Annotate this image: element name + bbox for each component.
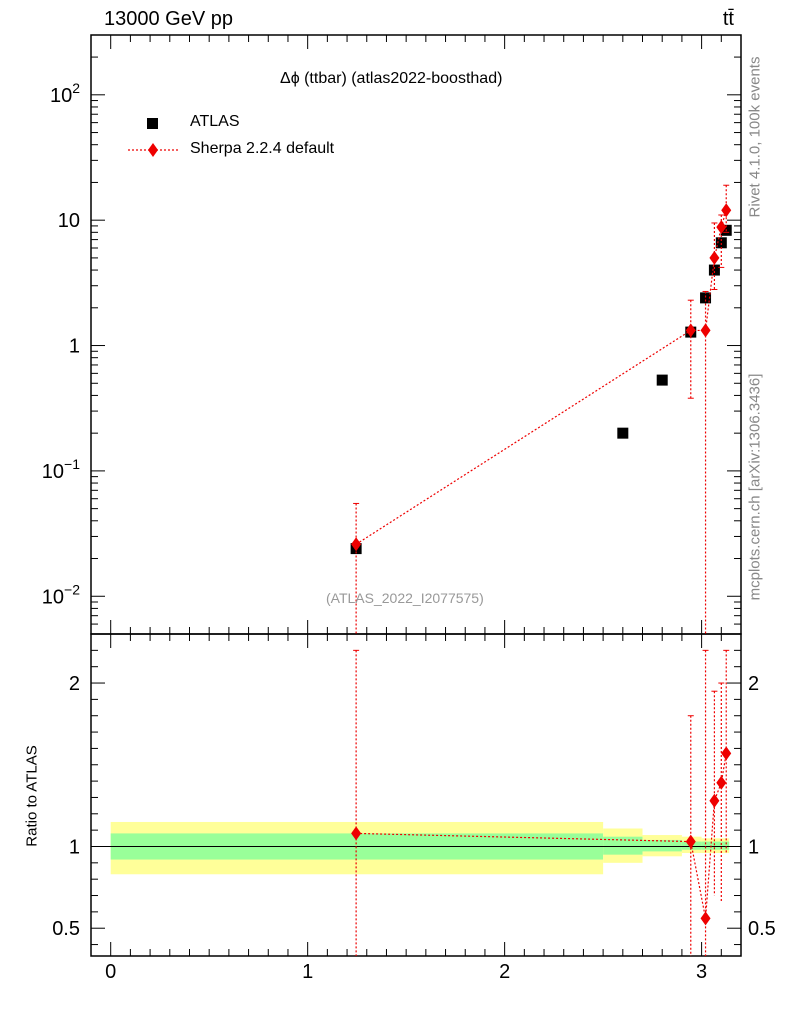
y-tick-label: 1 (69, 336, 80, 358)
ratio-sherpa-data-point (721, 746, 732, 761)
x-tick-label: 0 (105, 961, 116, 983)
plot-title: Δϕ (ttbar) (atlas2022-boosthad) (280, 70, 503, 87)
legend-sherpa-label: Sherpa 2.2.4 default (190, 140, 335, 157)
sherpa-data-point (685, 323, 696, 338)
atlas-data-point (715, 237, 727, 249)
x-tick-label: 3 (696, 961, 707, 983)
ratio-y-tick-label: 2 (69, 673, 80, 695)
rivet-label: Rivet 4.1.0, 100k events (746, 56, 764, 218)
atlas-data-point (656, 374, 668, 386)
x-tick-label: 1 (302, 961, 313, 983)
uncertainty-band-inner (642, 839, 682, 852)
ratio-sherpa-data-point (716, 775, 727, 790)
sherpa-data-point (721, 203, 732, 218)
uncertainty-band-inner (721, 841, 730, 850)
mcplots-label: mcplots.cern.ch [arXiv:1306.3436] (746, 373, 764, 601)
uncertainty-band-inner (701, 841, 712, 850)
atlas-data-point (708, 264, 720, 276)
main-plot-frame (90, 34, 742, 635)
legend-atlas-marker (147, 118, 158, 129)
y-tick-label: 10−1 (42, 456, 80, 483)
legend-atlas-label: ATLAS (190, 113, 240, 130)
sherpa-data-point (351, 537, 362, 552)
y-tick-label: 10 (58, 210, 80, 232)
ratio-ylabel: Ratio to ATLAS (23, 745, 41, 847)
ratio-sherpa-data-point (351, 826, 362, 841)
ratio-sherpa-data-point (685, 834, 696, 849)
ratio-y-tick-label: 0.5 (52, 918, 80, 940)
y-tick-label: 102 (50, 80, 80, 107)
ratio-y-tick-label-right: 1 (748, 836, 759, 858)
atlas-data-point (617, 427, 629, 439)
ratio-sherpa-data-point (709, 793, 720, 808)
y-tick-label: 10−2 (42, 581, 80, 608)
sherpa-data-point (709, 250, 720, 265)
sherpa-data-point (700, 323, 711, 338)
x-tick-label: 2 (499, 961, 510, 983)
legend-sherpa-marker (148, 143, 158, 157)
atlas-data-point (700, 292, 712, 304)
ratio-sherpa-data-point (700, 911, 711, 926)
ratio-y-tick-label-right: 0.5 (748, 918, 776, 940)
ratio-y-tick-label: 1 (69, 836, 80, 858)
analysis-watermark: (ATLAS_2022_I2077575) (326, 590, 484, 606)
ratio-y-tick-label-right: 2 (748, 673, 759, 695)
ratio-plot-frame (90, 633, 742, 957)
process-label: tt̄ (722, 8, 734, 30)
energy-label: 13000 GeV pp (104, 8, 233, 30)
uncertainty-band-inner (711, 841, 722, 850)
sherpa-data-point (716, 220, 727, 235)
uncertainty-band-inner (603, 836, 643, 855)
sherpa-line (355, 210, 727, 545)
